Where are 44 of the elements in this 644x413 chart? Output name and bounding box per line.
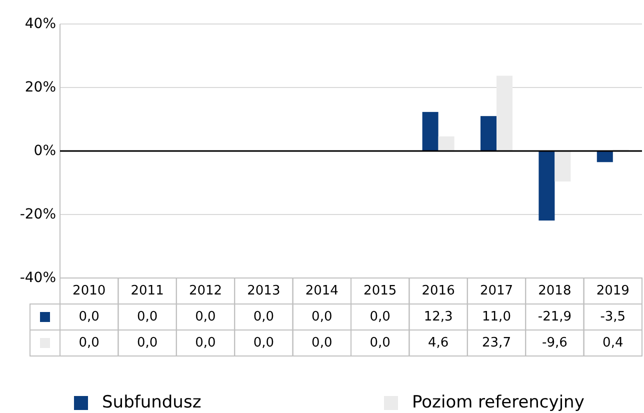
data-label: -21,9 xyxy=(538,310,572,325)
x-tick-label: 2013 xyxy=(247,284,280,299)
data-label: 0,0 xyxy=(136,336,158,351)
data-label: -3,5 xyxy=(600,310,626,325)
y-tick-label: 20% xyxy=(24,79,56,96)
data-label: 0,0 xyxy=(253,310,274,325)
data-label: 0,0 xyxy=(253,336,274,351)
y-tick-label: 40% xyxy=(24,16,56,32)
x-tick-label: 2015 xyxy=(364,284,397,299)
y-tick-label: -20% xyxy=(20,206,56,222)
data-label: 0,4 xyxy=(602,336,624,351)
data-label: 23,7 xyxy=(482,336,511,351)
x-tick-label: 2012 xyxy=(188,284,222,299)
x-tick-label: 2017 xyxy=(480,284,514,299)
data-label: -9,6 xyxy=(542,336,568,351)
data-label: 0,0 xyxy=(195,336,216,351)
bar xyxy=(480,116,496,151)
x-tick-label: 2014 xyxy=(305,284,338,299)
bar xyxy=(554,151,571,182)
data-label: 0,0 xyxy=(312,310,332,325)
x-tick-label: 2019 xyxy=(596,284,630,299)
x-tick-label: 2016 xyxy=(422,284,455,299)
data-label: 4,6 xyxy=(428,336,449,351)
x-tick-label: 2010 xyxy=(72,284,106,299)
data-label: 11,0 xyxy=(482,310,511,325)
y-tick-label: 0% xyxy=(34,142,56,159)
data-label: 0,0 xyxy=(78,336,100,351)
data-label: 0,0 xyxy=(78,310,100,325)
bar xyxy=(538,151,555,221)
bar xyxy=(422,112,438,151)
data-label: 0,0 xyxy=(312,336,332,351)
legend-label: Poziom referencyjny xyxy=(412,392,584,413)
y-tick-label: -40% xyxy=(20,270,56,286)
x-tick-label: 2018 xyxy=(538,284,572,299)
x-tick-label: 2011 xyxy=(130,284,164,299)
legend-label: Subfundusz xyxy=(102,392,202,413)
data-label: 0,0 xyxy=(370,336,390,351)
bar xyxy=(496,76,512,151)
data-label: 0,0 xyxy=(136,310,158,325)
data-label: 12,3 xyxy=(424,310,453,325)
data-label: 0,0 xyxy=(195,310,216,325)
data-label: 0,0 xyxy=(370,310,390,325)
bar xyxy=(596,151,613,162)
bar xyxy=(438,136,454,151)
